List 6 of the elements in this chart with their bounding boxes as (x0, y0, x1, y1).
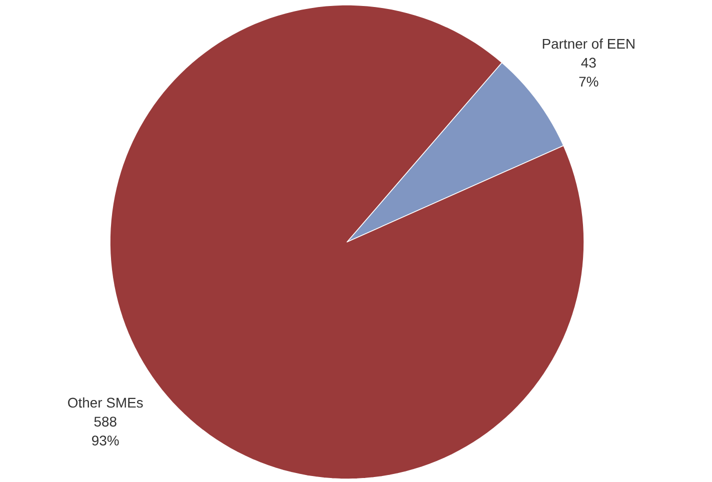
data-label: 93% (92, 436, 119, 446)
data-label: 7% (579, 76, 598, 87)
text: 588 (94, 416, 116, 427)
slice-label: Partner of EEN (542, 38, 634, 49)
text: 43 (581, 58, 596, 68)
slice-label: Other SMEs (68, 397, 143, 408)
